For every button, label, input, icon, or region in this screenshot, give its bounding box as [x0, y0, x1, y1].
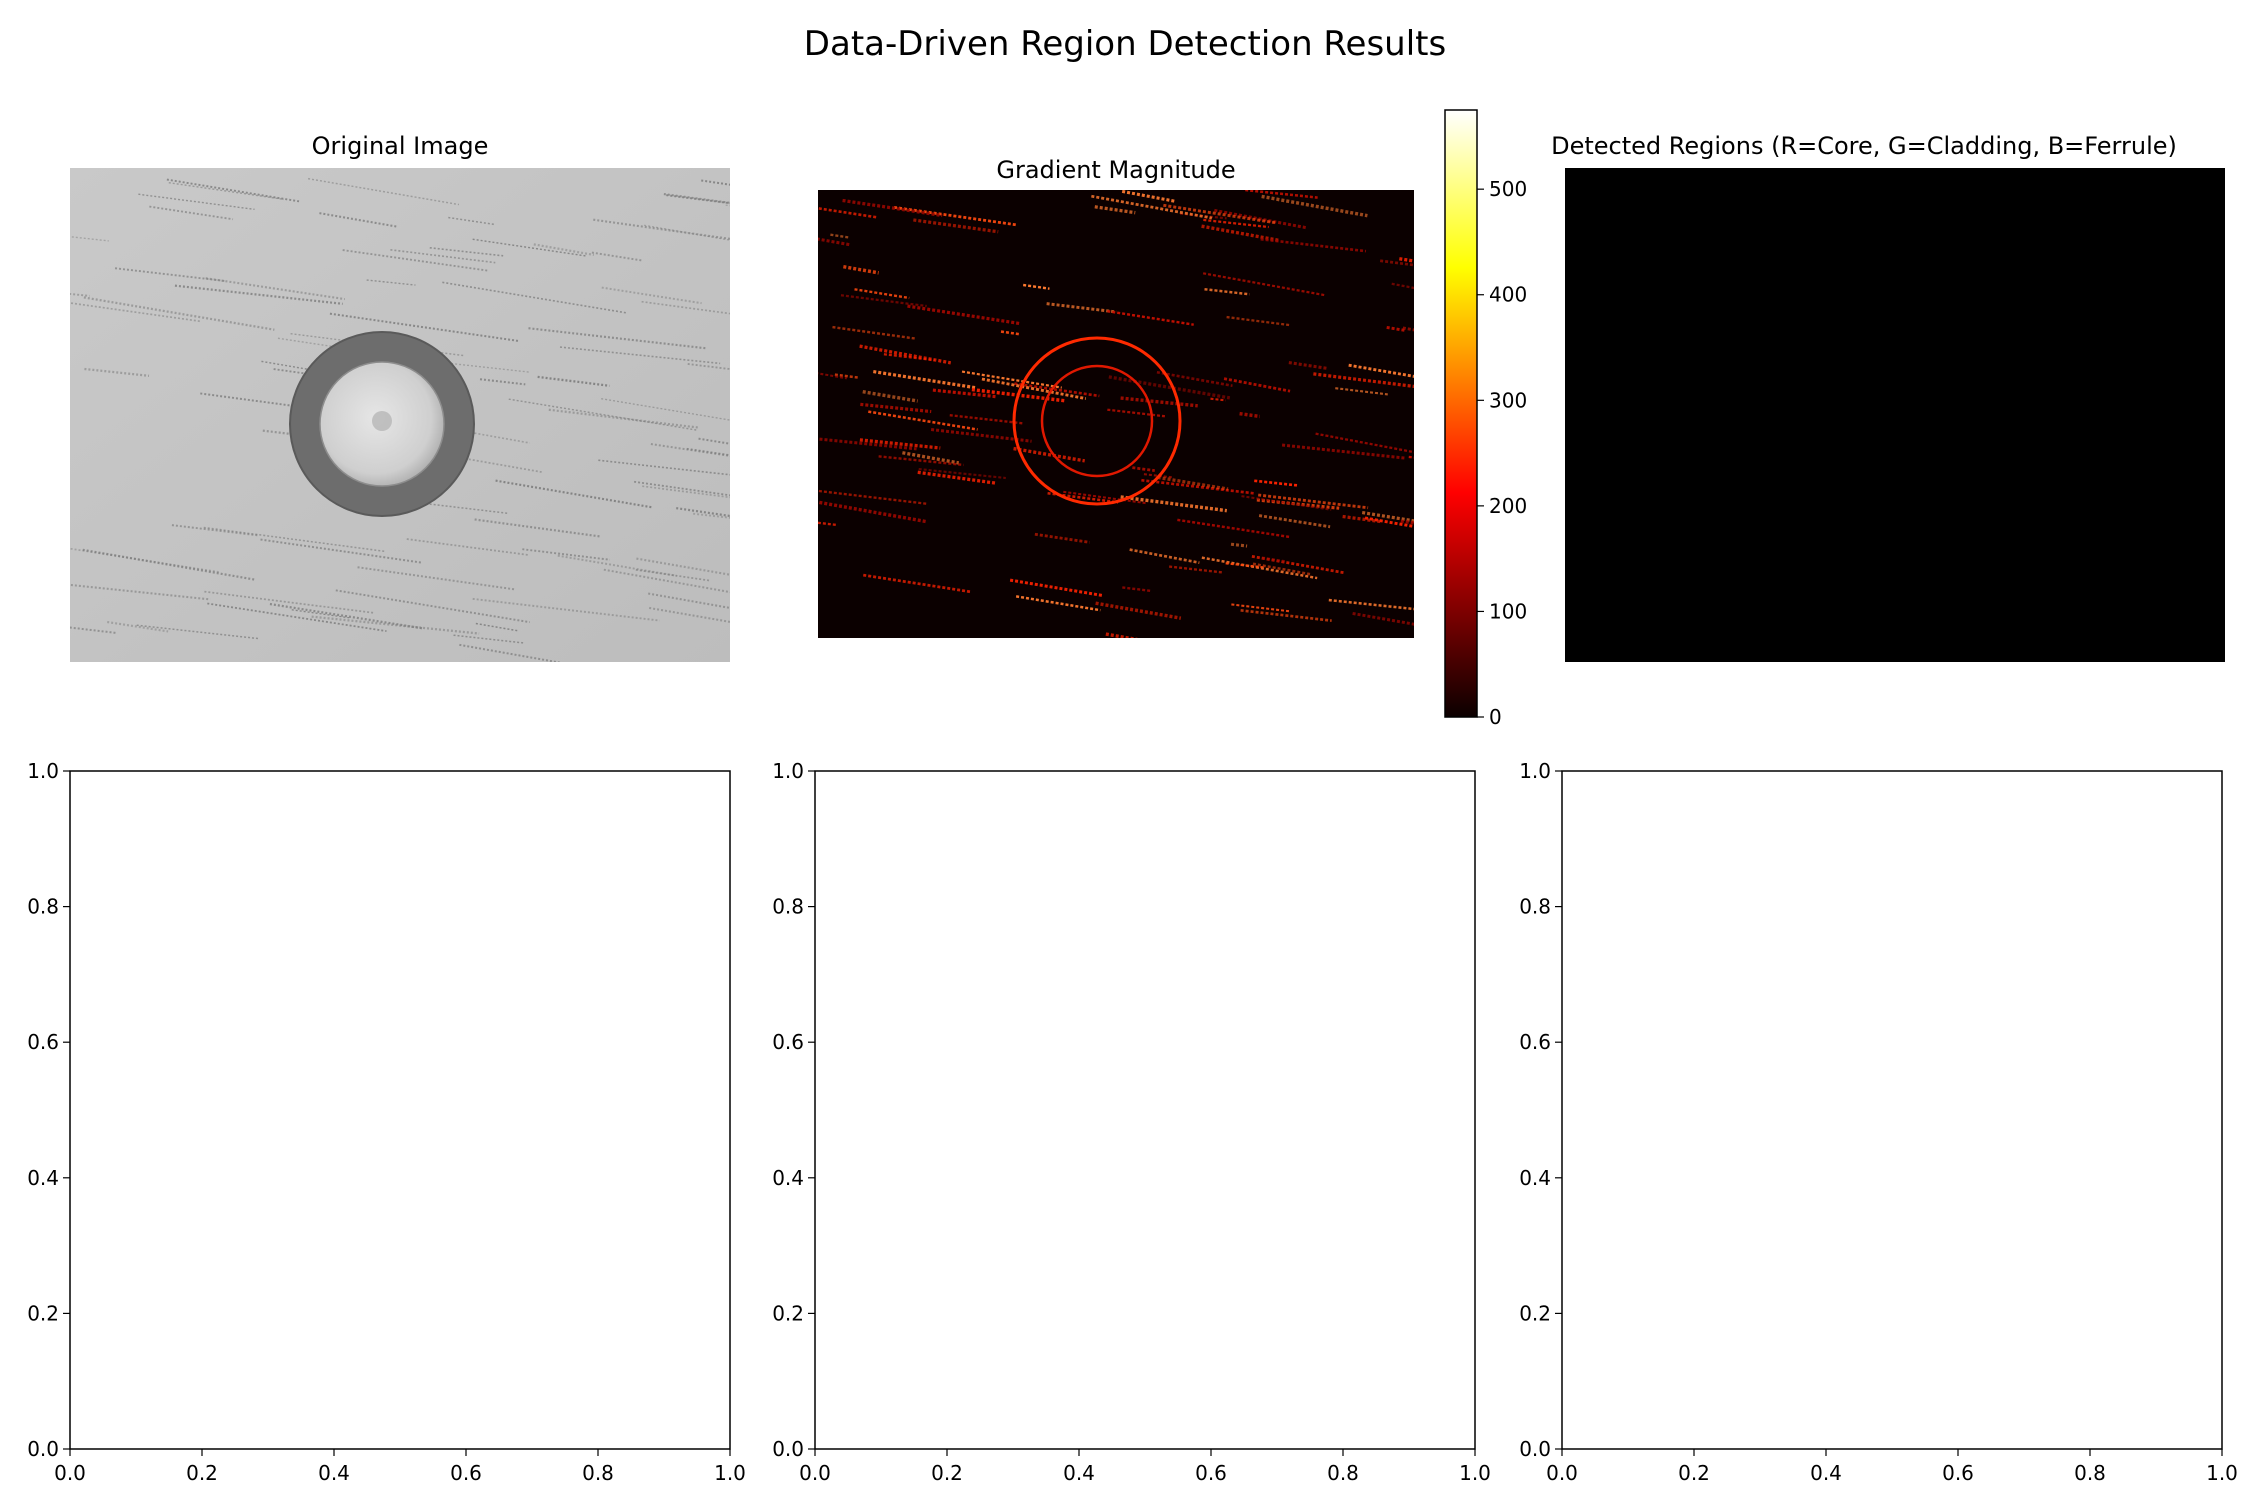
- colorbar: 0 100 200 300 400 500: [1444, 109, 1527, 729]
- y-tick-label: 0.6: [1519, 1030, 1551, 1054]
- detected-regions-title: Detected Regions (R=Core, G=Cladding, B=…: [1551, 132, 2177, 160]
- y-tick-label: 0.8: [27, 895, 59, 919]
- colorbar-tick-label: 500: [1489, 177, 1527, 201]
- x-tick-label: 1.0: [1459, 1461, 1491, 1485]
- axes-frame: [1561, 770, 2223, 1450]
- y-tick-label: 0.8: [772, 895, 804, 919]
- x-tick-label: 0.8: [2074, 1461, 2106, 1485]
- x-tick-label: 0.8: [582, 1461, 614, 1485]
- x-tick-label: 0.4: [1810, 1461, 1842, 1485]
- gradient-scratch-streaks: [818, 190, 1414, 638]
- colorbar-gradient: [1444, 109, 1478, 718]
- gradient-inner-ring: [1040, 364, 1154, 478]
- empty-axes-1: 0.0 0.2 0.4 0.6 0.8 1.0 0.0 0.2 0.4 0.6 0.8 1.0: [27, 759, 746, 1485]
- axes-frame: [814, 770, 1476, 1450]
- y-tick-label: 1.0: [27, 759, 59, 783]
- original-image: [70, 168, 730, 662]
- x-tick-label: 0.2: [931, 1461, 963, 1485]
- x-tick-label: 0.8: [1327, 1461, 1359, 1485]
- figure-title: Data-Driven Region Detection Results: [803, 24, 1447, 64]
- colorbar-tick-label: 400: [1489, 283, 1527, 307]
- empty-axes-3: 0.0 0.2 0.4 0.6 0.8 1.0 0.0 0.2 0.4 0.6 0.8 1.0: [1519, 759, 2238, 1485]
- gradient-magnitude-image: [818, 190, 1414, 638]
- y-tick-label: 0.4: [1519, 1166, 1551, 1190]
- y-tick-label: 0.8: [1519, 895, 1551, 919]
- gradient-outer-ring: [1012, 336, 1182, 506]
- colorbar-tick-label: 300: [1489, 388, 1527, 412]
- core-center-spot: [372, 411, 392, 431]
- y-tick-label: 1.0: [1519, 759, 1551, 783]
- y-tick-label: 0.4: [27, 1166, 59, 1190]
- colorbar-tick-label: 100: [1489, 599, 1527, 623]
- empty-axes-2: 0.0 0.2 0.4 0.6 0.8 1.0 0.0 0.2 0.4 0.6 0.8 1.0: [772, 759, 1491, 1485]
- x-tick-label: 0.6: [1942, 1461, 1974, 1485]
- y-tick-label: 0.4: [772, 1166, 804, 1190]
- x-tick-label: 0.0: [1546, 1461, 1578, 1485]
- y-tick-label: 0.2: [772, 1301, 804, 1325]
- original-image-title: Original Image: [311, 132, 489, 160]
- x-tick-label: 0.4: [318, 1461, 350, 1485]
- x-tick-label: 1.0: [2206, 1461, 2238, 1485]
- y-tick-label: 0.2: [1519, 1301, 1551, 1325]
- colorbar-tick-label: 200: [1489, 494, 1527, 518]
- x-tick-label: 0.0: [799, 1461, 831, 1485]
- y-tick-label: 1.0: [772, 759, 804, 783]
- x-tick-label: 0.2: [186, 1461, 218, 1485]
- gradient-magnitude-title: Gradient Magnitude: [996, 156, 1236, 184]
- y-tick-label: 0.0: [27, 1437, 59, 1461]
- y-tick-label: 0.0: [772, 1437, 804, 1461]
- x-tick-label: 0.4: [1063, 1461, 1095, 1485]
- x-tick-label: 0.0: [54, 1461, 86, 1485]
- axes-frame: [69, 770, 731, 1450]
- x-tick-label: 0.6: [450, 1461, 482, 1485]
- x-tick-label: 0.2: [1678, 1461, 1710, 1485]
- y-tick-label: 0.6: [27, 1030, 59, 1054]
- y-tick-label: 0.0: [1519, 1437, 1551, 1461]
- x-tick-label: 1.0: [714, 1461, 746, 1485]
- y-tick-label: 0.6: [772, 1030, 804, 1054]
- colorbar-tick-label: 0: [1489, 705, 1502, 729]
- detected-regions-image: [1565, 168, 2225, 662]
- x-tick-label: 0.6: [1195, 1461, 1227, 1485]
- y-tick-label: 0.2: [27, 1301, 59, 1325]
